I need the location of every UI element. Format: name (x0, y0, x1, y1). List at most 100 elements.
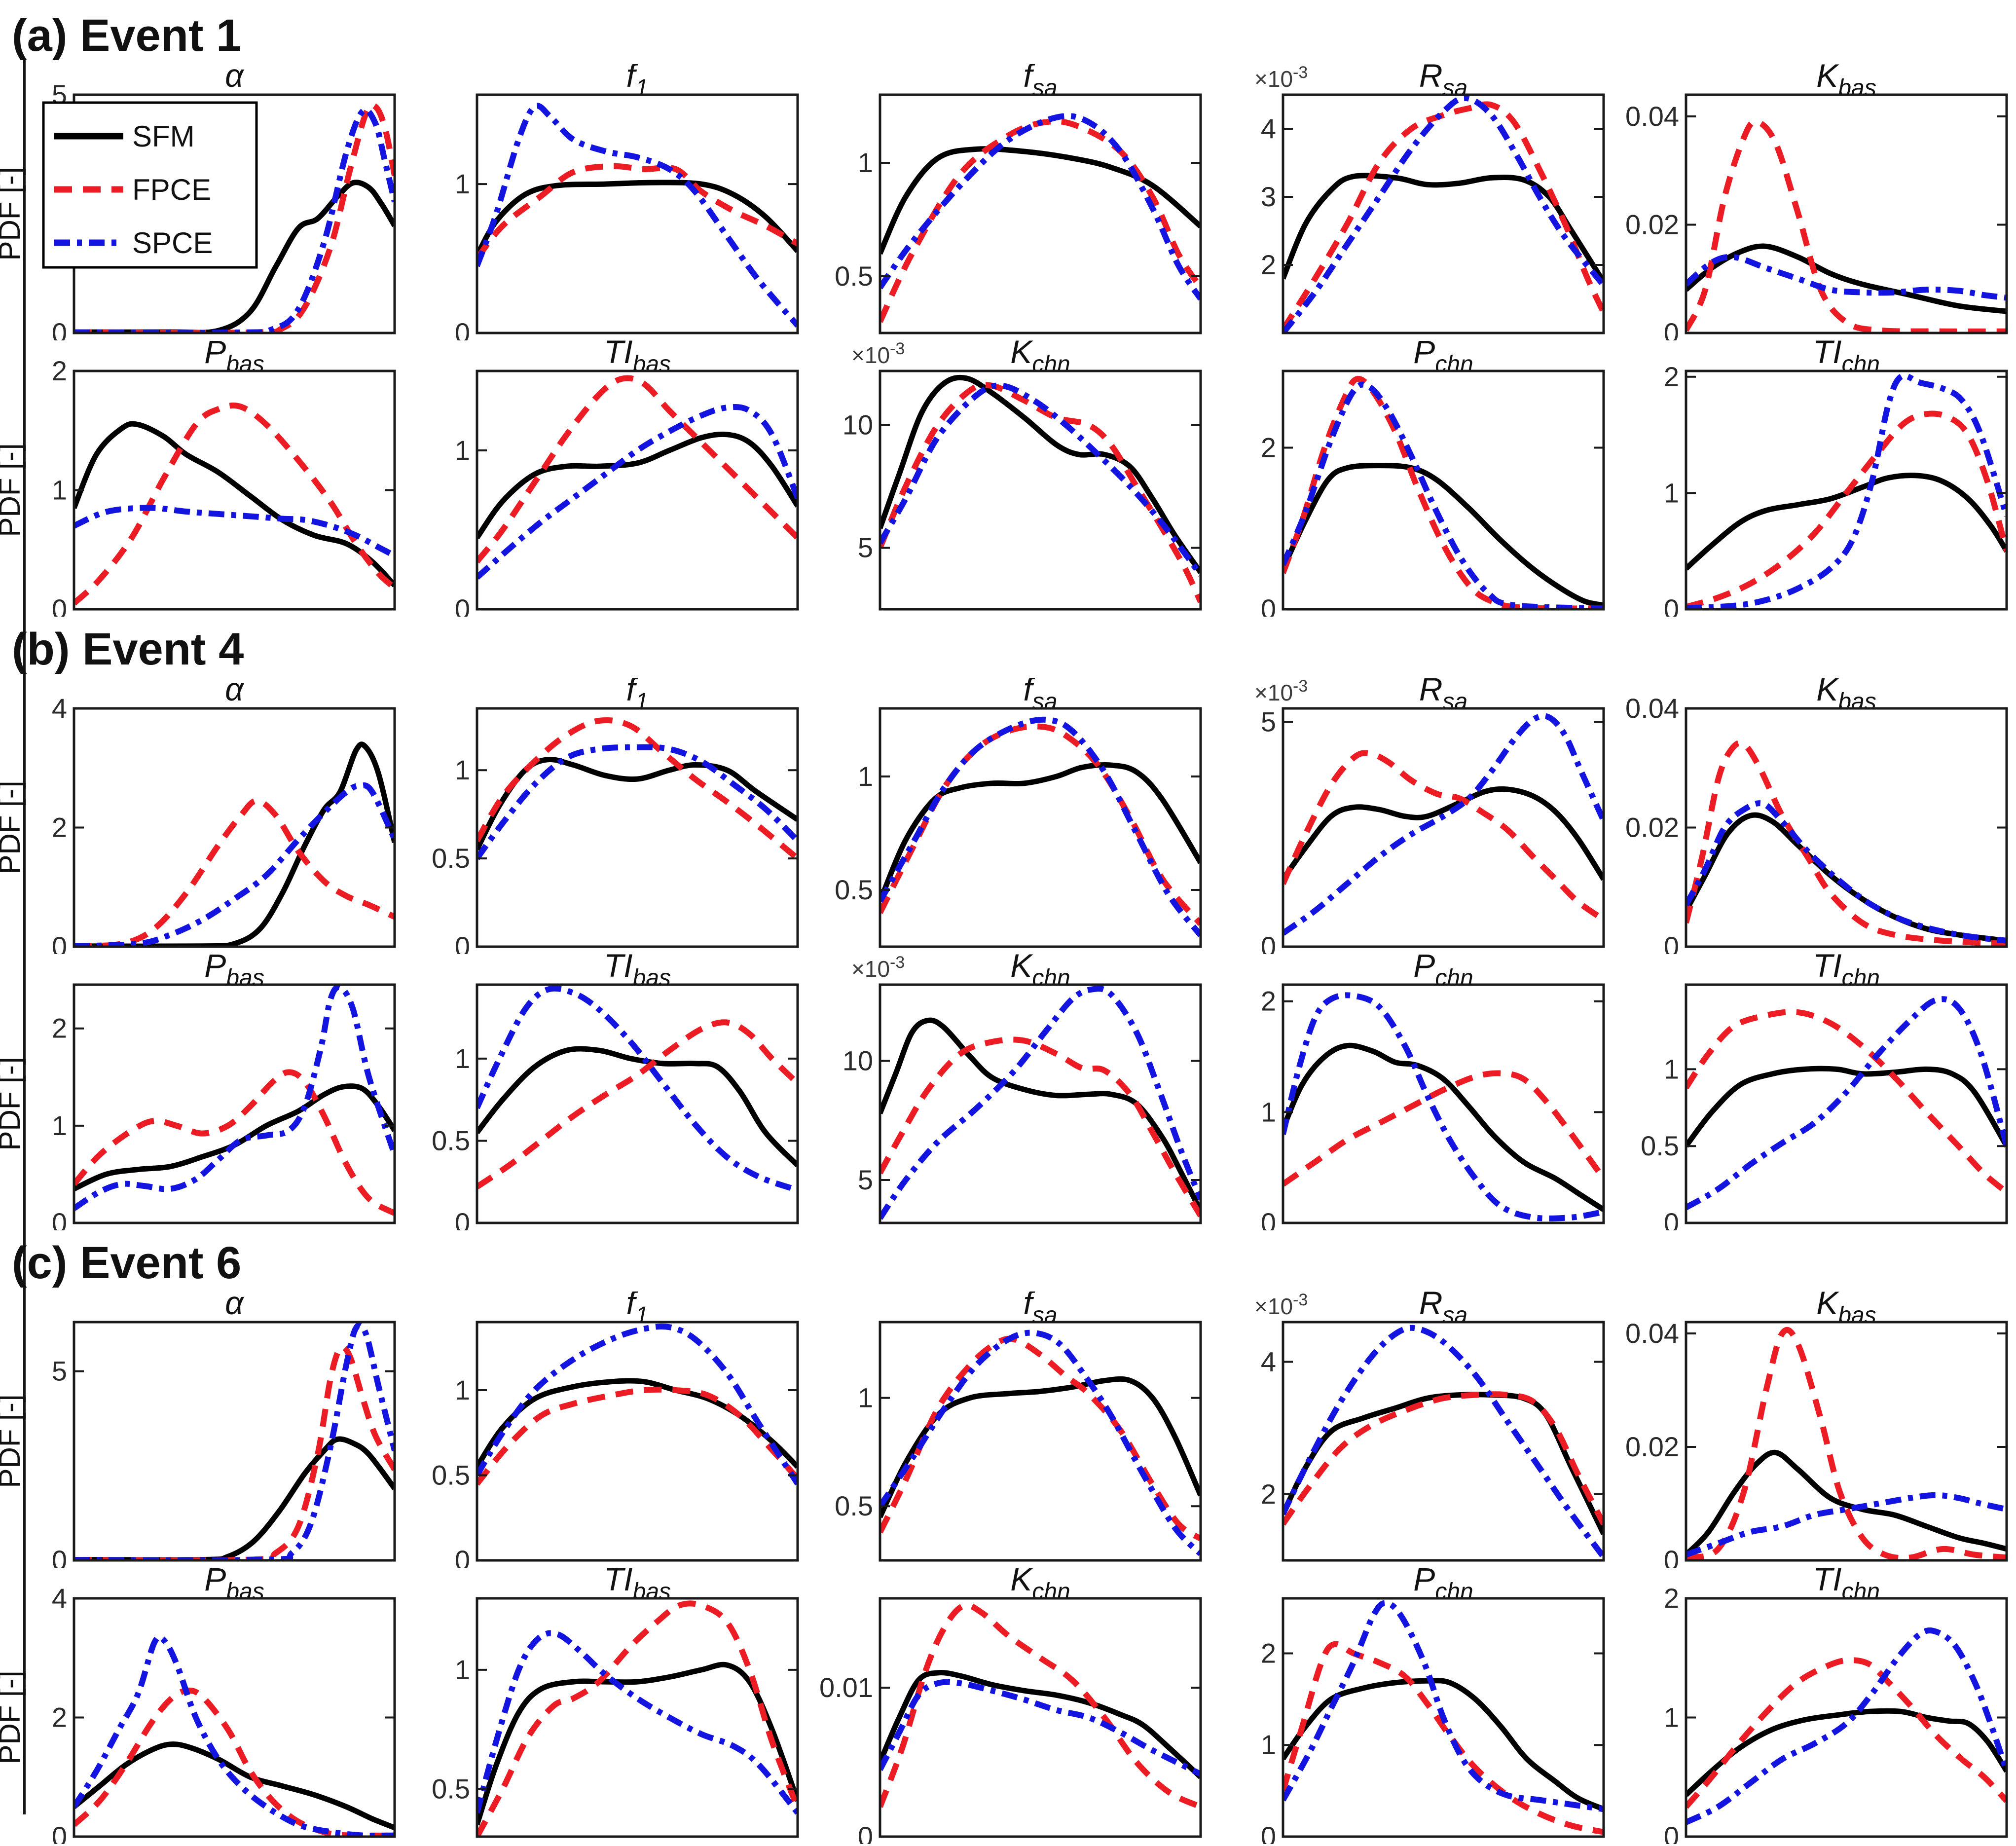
y-tick-label: 1 (455, 168, 470, 199)
subplot-title: Kchn (1010, 340, 1070, 377)
curves-group (477, 375, 798, 580)
curve-fpce (1283, 1641, 1604, 1835)
y-tick-label: 0 (1664, 1821, 1679, 1844)
subplot-svg: TIchn 0 1 2 (1664, 340, 2008, 617)
axis-multiplier-label: ×10-3 (1254, 64, 1308, 92)
subplot-title: TIbas (604, 954, 671, 991)
y-tick-label: 0 (1261, 1207, 1276, 1230)
y-tick-label: 1 (455, 754, 470, 785)
axes-box (1282, 707, 1605, 948)
curves-group (1686, 740, 2007, 947)
y-tick-label: 1 (1664, 1702, 1679, 1733)
axis-multiplier-label: ×10-3 (1254, 1292, 1308, 1319)
curves-group (477, 103, 798, 328)
panel-row-c-0: α PDF [-] 0 5 f1 0 0.5 1 fsa 0.5 1 Rsa ×10-3 2 4 Kbas 0 0… (0, 1292, 2016, 1568)
curve-spce (1283, 1600, 1604, 1812)
curve-sfm (1686, 243, 2007, 314)
subplot-title: Kchn (1010, 954, 1070, 991)
subplot-b-r1-c0: Pbas PDF [-] 0 1 2 (0, 954, 403, 1230)
y-axis-label: PDF [-] (0, 1395, 26, 1488)
y-tick-label: 0 (52, 931, 67, 954)
curve-fpce (477, 1019, 798, 1189)
subplot-svg: TIchn 0 1 2 (1664, 1568, 2008, 1844)
axes-box (1685, 369, 2008, 611)
curves-group (74, 741, 395, 947)
subplot-a-r0-c4: Kbas 0 0.02 0.04 (1612, 64, 2015, 340)
panel-row-a-1: Pbas PDF [-] 0 1 2 TIbas 0 1 Kchn ×10-3 5 10 Pchn 0 2 T… (0, 340, 2016, 617)
curve-spce (477, 1630, 798, 1815)
curve-sfm (1283, 463, 1604, 608)
curve-spce (880, 113, 1201, 301)
axes-box (1282, 1321, 1605, 1562)
curve-fpce (74, 1069, 395, 1216)
curve-fpce (1686, 1327, 2007, 1560)
curve-sfm (1686, 812, 2007, 944)
curves-group (1686, 118, 2007, 333)
curve-sfm (880, 1017, 1201, 1213)
y-tick-label: 5 (858, 1164, 873, 1195)
subplot-title: Pchn (1413, 1568, 1473, 1605)
y-axis-label: PDF [-] (0, 1671, 26, 1765)
subplot-title: Pbas (204, 340, 264, 377)
curve-fpce (1283, 375, 1604, 609)
subplot-title: TIchn (1813, 340, 1880, 377)
subplot-svg: TIbas 0 1 (455, 340, 799, 617)
subplot-a-r0-c2: fsa 0.5 1 (806, 64, 1209, 340)
y-tick-label: 0.5 (432, 1460, 470, 1491)
curves-group (880, 1602, 1201, 1810)
y-tick-label: 2 (1664, 1583, 1679, 1614)
curve-sfm (1283, 173, 1604, 284)
axes-box (476, 707, 799, 948)
subplot-svg: f1 0 1 (455, 64, 799, 340)
curve-sfm (1283, 786, 1604, 881)
y-tick-label: 0 (858, 1821, 873, 1844)
curve-sfm (477, 1046, 798, 1168)
y-tick-label: 0.02 (1625, 209, 1679, 240)
axes-box (1282, 983, 1605, 1224)
subplot-a-r1-c4: TIchn 0 1 2 (1612, 340, 2015, 617)
curve-fpce (1686, 1657, 2007, 1809)
subplot-c-r1-c4: TIchn 0 1 2 (1612, 1568, 2015, 1844)
y-axis-label: PDF [-] (0, 167, 26, 261)
curve-spce (1283, 1325, 1604, 1559)
subplot-svg: Pchn 0 2 (1261, 340, 1605, 617)
subplot-b-r1-c2: Kchn ×10-3 5 10 (806, 954, 1209, 1230)
subplot-title: Kbas (1816, 64, 1876, 101)
y-tick-label: 0.04 (1625, 693, 1679, 724)
y-axis-label: PDF [-] (0, 781, 26, 875)
subplot-title: Kbas (1816, 1292, 1876, 1329)
subplot-svg: Pchn 0 1 2 (1261, 954, 1605, 1230)
y-tick-label: 0.5 (835, 874, 873, 905)
subplot-b-r0-c4: Kbas 0 0.02 0.04 (1612, 678, 2015, 954)
y-tick-label: 0.02 (1625, 812, 1679, 843)
curve-fpce (880, 1335, 1201, 1542)
y-tick-label: 10 (843, 409, 873, 441)
axes-box (476, 1597, 799, 1838)
subplot-b-r0-c3: Rsa ×10-3 0 5 (1209, 678, 1612, 954)
y-tick-label: 3 (1261, 181, 1276, 212)
curve-spce (1686, 1627, 2007, 1825)
y-tick-label: 0.5 (432, 843, 470, 874)
axes-box (1282, 1597, 1605, 1838)
curve-spce (880, 1679, 1201, 1777)
curve-sfm (880, 1376, 1201, 1518)
curve-spce (477, 985, 798, 1193)
y-tick-label: 0 (455, 317, 470, 340)
curve-sfm (477, 1661, 798, 1826)
curve-sfm (880, 762, 1201, 903)
axes-box (476, 1321, 799, 1562)
y-tick-label: 2 (52, 1013, 67, 1044)
y-tick-label: 5 (858, 532, 873, 563)
y-tick-label: 2 (1664, 361, 1679, 392)
subplot-b-r0-c0: α PDF [-] 0 2 4 (0, 678, 403, 954)
curve-fpce (477, 1600, 798, 1837)
curve-fpce (1686, 118, 2007, 333)
curve-sfm (1283, 1042, 1604, 1212)
y-tick-label: 0 (1261, 593, 1276, 617)
curve-spce (880, 716, 1201, 937)
curve-fpce (1283, 1391, 1604, 1526)
curve-fpce (880, 1036, 1201, 1218)
